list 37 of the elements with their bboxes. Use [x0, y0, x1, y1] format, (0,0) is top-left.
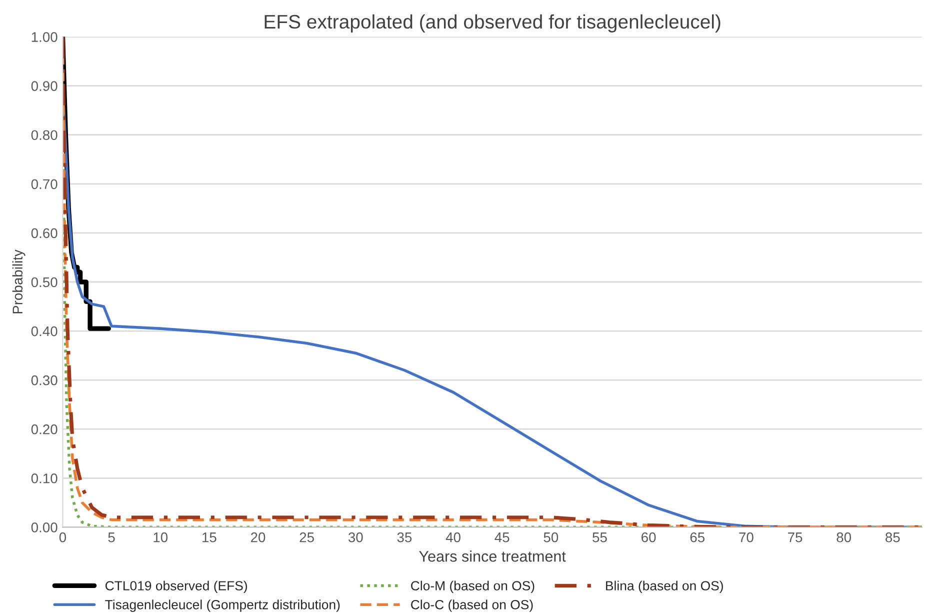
- chart-title: EFS extrapolated (and observed for tisagenlecleucel): [264, 14, 720, 32]
- y-tick-label: 1.00: [32, 32, 58, 42]
- x-tick-label: 50: [544, 532, 558, 542]
- x-tick-label: 20: [250, 532, 266, 542]
- x-tick-label: 65: [690, 532, 705, 542]
- y-tick-label: 0.00: [31, 522, 58, 532]
- y-tick-label: 0.40: [31, 326, 58, 336]
- x-tick-label: 45: [494, 532, 510, 542]
- legend-label: Clo-C (based on OS): [411, 600, 533, 612]
- x-tick-label: 35: [397, 532, 412, 542]
- y-axis-title: Probability: [12, 250, 26, 314]
- y-tick-label: 0.10: [31, 473, 58, 484]
- x-tick-label: 0: [59, 532, 66, 542]
- y-tick-label: 0.80: [31, 130, 58, 140]
- x-tick-label: 60: [642, 532, 656, 542]
- x-tick-label: 55: [592, 532, 607, 542]
- x-tick-label: 25: [300, 532, 314, 542]
- x-tick-label: 70: [739, 532, 754, 542]
- y-tick-label: 0.60: [31, 228, 58, 238]
- x-tick-label: 10: [154, 532, 168, 542]
- legend-label: Blina (based on OS): [606, 580, 723, 594]
- y-tick-label: 0.50: [31, 277, 58, 288]
- x-tick-label: 30: [348, 532, 363, 542]
- x-tick-label: 80: [836, 532, 852, 542]
- x-tick-label: 40: [446, 532, 460, 542]
- legend-label: Tisagenlecleucel (Gompertz distribution): [105, 600, 340, 612]
- x-tick-label: 85: [886, 532, 900, 542]
- legend-label: CTL019 observed (EFS): [105, 580, 248, 594]
- y-tick-label: 0.90: [31, 81, 58, 91]
- x-tick-label: 5: [108, 532, 115, 542]
- x-tick-label: 15: [202, 532, 216, 542]
- y-tick-label: 0.30: [31, 375, 58, 386]
- x-axis-title: Years since treatment: [419, 550, 566, 562]
- legend-label: Clo-M (based on OS): [411, 580, 534, 594]
- x-tick-label: 75: [788, 532, 802, 542]
- y-tick-label: 0.20: [31, 424, 58, 434]
- y-tick-label: 0.70: [31, 179, 58, 190]
